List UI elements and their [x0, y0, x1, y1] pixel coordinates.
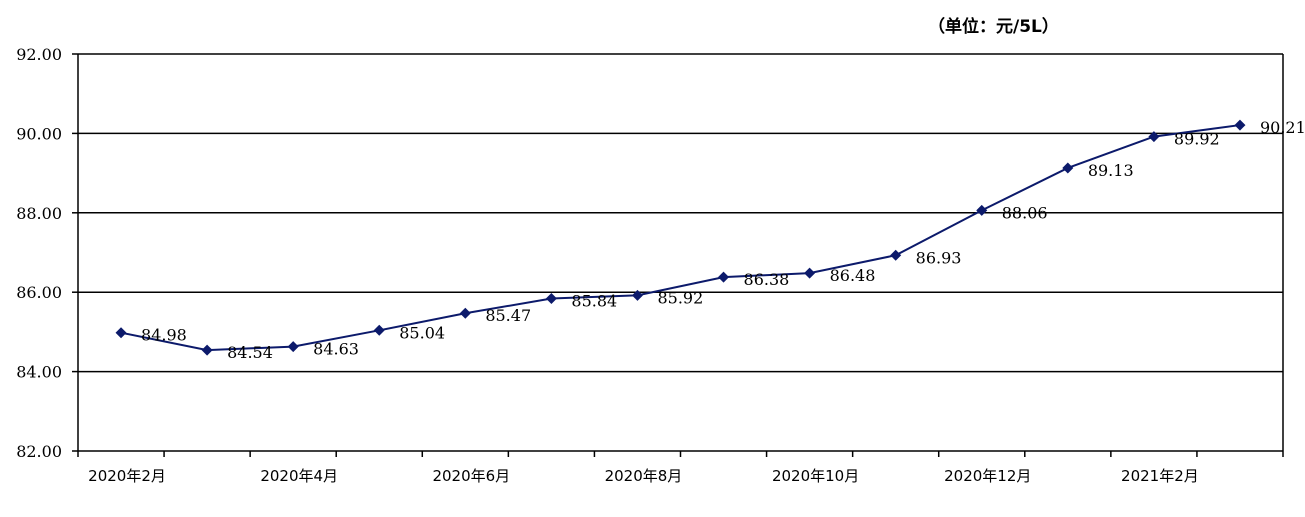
data-point-marker	[459, 307, 471, 319]
y-tick-label: 90.00	[16, 124, 62, 143]
data-label: 85.92	[657, 288, 703, 307]
data-label: 85.47	[485, 306, 531, 325]
data-point-marker	[1148, 131, 1160, 143]
data-label: 85.84	[571, 292, 617, 311]
data-label: 84.54	[227, 343, 273, 362]
x-tick-label: 2020年4月	[260, 467, 338, 485]
data-label: 90.21	[1260, 118, 1305, 137]
x-tick-label: 2021年2月	[1121, 467, 1199, 485]
y-tick-label: 84.00	[16, 363, 62, 382]
y-axis-ticks: 82.00 84.00 86.00 88.00 90.00 92.00	[16, 45, 78, 461]
axes	[77, 54, 1284, 452]
gridlines	[78, 53, 1283, 373]
y-tick-label: 92.00	[16, 45, 62, 64]
x-axis-ticks: 2020年2月 2020年4月 2020年6月 2020年8月 2020年10月 2020…	[77, 451, 1284, 485]
data-point-marker	[373, 324, 385, 336]
data-label: 85.04	[399, 323, 445, 342]
data-point-marker	[976, 204, 988, 216]
unit-label: （单位：元/5L）	[928, 17, 1059, 37]
x-tick-label: 2020年8月	[605, 467, 683, 485]
data-point-marker	[115, 327, 127, 339]
x-tick-label: 2020年2月	[88, 467, 166, 485]
series-line-path	[120, 124, 1241, 352]
series-line	[115, 119, 1246, 356]
y-tick-label: 86.00	[16, 283, 62, 302]
data-point-marker	[718, 271, 730, 283]
data-label: 89.92	[1174, 130, 1220, 149]
x-tick-label: 2020年12月	[944, 467, 1031, 485]
data-label: 86.48	[830, 266, 876, 285]
data-label: 86.93	[916, 248, 962, 267]
data-label: 86.38	[744, 270, 790, 289]
data-point-marker	[631, 289, 643, 301]
data-point-marker	[287, 341, 299, 353]
x-tick-label: 2020年10月	[772, 467, 859, 485]
y-tick-label: 88.00	[16, 204, 62, 223]
y-tick-label: 82.00	[16, 442, 62, 461]
x-tick-label: 2020年6月	[432, 467, 510, 485]
data-label: 89.13	[1088, 161, 1134, 180]
data-label: 84.63	[313, 340, 359, 359]
data-labels: 84.98 84.54 84.63 85.04 85.47 85.84 85.92 86.38…	[141, 118, 1305, 362]
data-point-marker	[1234, 119, 1246, 131]
data-label: 88.06	[1002, 203, 1048, 222]
data-point-marker	[545, 293, 557, 305]
data-point-marker	[1062, 162, 1074, 174]
data-point-marker	[201, 344, 213, 356]
data-label: 84.98	[141, 326, 187, 345]
data-point-marker	[890, 249, 902, 261]
data-point-marker	[804, 267, 816, 279]
